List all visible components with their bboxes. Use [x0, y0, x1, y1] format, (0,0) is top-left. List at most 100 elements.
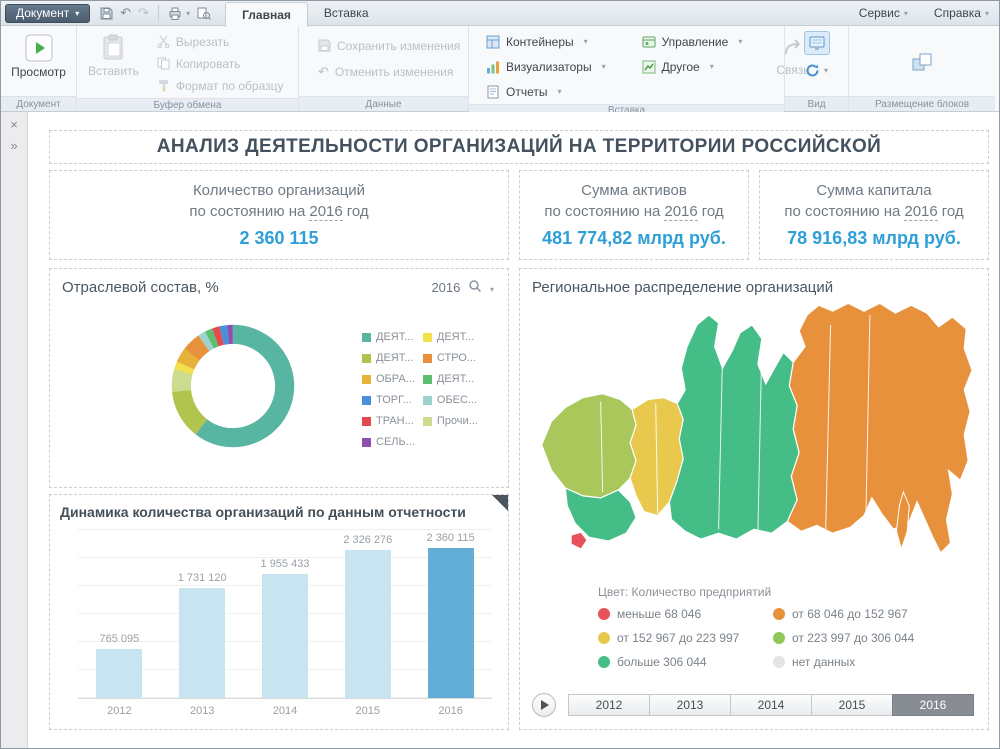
bar-plot-area: 765 095 1 731 120 1 955 433 2 326 276 2 360 …	[78, 529, 492, 699]
industry-legend-item[interactable]: ОБЕС...	[422, 394, 478, 406]
kpi-title: Сумма капитала	[816, 181, 932, 199]
redo-icon[interactable]: ↷	[138, 5, 150, 20]
bar-2015[interactable]	[344, 550, 391, 698]
visualizers-label: Визуализаторы	[506, 59, 592, 74]
save-changes-button[interactable]: Сохранить изменения	[313, 35, 465, 56]
cut-button[interactable]: Вырезать	[152, 31, 289, 52]
industry-panel[interactable]: Отраслевой состав, % 2016 ДЕЯТ...ДЕЯТ...…	[49, 268, 509, 488]
industry-legend-item[interactable]: Прочи...	[422, 415, 478, 427]
map-region-sakhalin[interactable]	[895, 490, 910, 551]
discard-changes-button[interactable]: ↶ Отменить изменения	[313, 61, 465, 82]
kpi-year-param[interactable]: 2016	[309, 202, 343, 221]
bar-2012[interactable]	[96, 649, 143, 698]
expand-panel-icon[interactable]: »	[10, 138, 18, 153]
copy-button[interactable]: Копировать	[152, 53, 289, 74]
play-button[interactable]	[532, 693, 556, 717]
containers-button[interactable]: Контейнеры	[481, 31, 611, 52]
bar-2013[interactable]	[179, 588, 226, 698]
other-label: Другое	[661, 59, 700, 74]
legend-label: ОБЕС...	[436, 394, 478, 406]
industry-legend-item[interactable]: СТРО...	[422, 352, 478, 364]
legend-label: ДЕЯТ...	[376, 352, 414, 364]
kpi-year-param[interactable]: 2016	[664, 202, 698, 221]
map-region-northwest[interactable]	[541, 393, 637, 499]
dashboard-canvas[interactable]: АНАЛИЗ ДЕЯТЕЛЬНОСТИ ОРГАНИЗАЦИЙ НА ТЕРРИ…	[28, 112, 999, 748]
kpi-card-assets[interactable]: Сумма активов по состоянию на 2016 год 4…	[519, 170, 749, 260]
legend-class-label: от 152 967 до 223 997	[617, 631, 740, 645]
view-mode-button[interactable]	[803, 31, 830, 55]
close-icon[interactable]: ×	[10, 117, 18, 132]
bar-2016[interactable]	[427, 548, 474, 698]
industry-legend-item[interactable]: СЕЛЬ...	[362, 436, 415, 448]
paste-button[interactable]: Вставить	[81, 31, 146, 81]
map-region-south[interactable]	[564, 487, 637, 542]
kpi-subtitle: по состоянию на 2016 год	[189, 202, 369, 221]
kpi-card-count[interactable]: Количество организаций по состоянию на 2…	[49, 170, 509, 260]
industry-legend-item[interactable]: ОБРА...	[362, 373, 415, 385]
document-menu-button[interactable]: Документ	[5, 3, 91, 23]
donut-segment[interactable]	[171, 324, 295, 448]
map-region-siberia[interactable]	[668, 314, 800, 540]
discard-changes-label: Отменить изменения	[334, 64, 454, 79]
kpi-card-capital[interactable]: Сумма капитала по состоянию на 2016 год …	[759, 170, 989, 260]
menu-service[interactable]: Сервис	[859, 6, 908, 20]
link-button[interactable]: Связь	[769, 31, 816, 80]
map-controls: 2012 2013 2014 2015 2016	[532, 693, 974, 717]
kpi-subtitle: по состоянию на 2016 год	[544, 202, 724, 221]
management-button[interactable]: Управление	[637, 31, 748, 52]
industry-legend-item[interactable]: ДЕЯТ...	[422, 373, 478, 385]
dashboard-title-block[interactable]: АНАЛИЗ ДЕЯТЕЛЬНОСТИ ОРГАНИЗАЦИЙ НА ТЕРРИ…	[49, 130, 989, 164]
map-legend-item[interactable]: от 223 997 до 306 044	[773, 631, 970, 645]
industry-year-label[interactable]: 2016	[431, 280, 461, 295]
russia-choropleth-map[interactable]	[526, 295, 978, 571]
industry-legend-item[interactable]: ДЕЯТ...	[362, 331, 415, 343]
magnifier-icon[interactable]	[468, 279, 494, 296]
kpi-title: Сумма активов	[581, 181, 687, 199]
preview-button[interactable]: Просмотр	[4, 31, 73, 82]
map-legend-item[interactable]: нет данных	[773, 655, 970, 669]
map-legend-item[interactable]: меньше 68 046	[598, 607, 763, 621]
kpi-subtitle-prefix: по состоянию на	[189, 202, 306, 220]
industry-legend-item[interactable]: ТОРГ...	[362, 394, 415, 406]
year-button-2012[interactable]: 2012	[568, 694, 650, 716]
year-button-2015[interactable]: 2015	[811, 694, 893, 716]
print-icon[interactable]	[168, 7, 190, 20]
map-legend-item[interactable]: больше 306 044	[598, 655, 763, 669]
map-panel[interactable]: Региональное распределение организаций Ц…	[519, 268, 989, 730]
legend-dot	[598, 608, 610, 620]
visualizers-button[interactable]: Визуализаторы	[481, 56, 611, 77]
map-legend-item[interactable]: от 152 967 до 223 997	[598, 631, 763, 645]
other-button[interactable]: Другое	[637, 56, 748, 77]
year-button-2014[interactable]: 2014	[730, 694, 812, 716]
collapsed-content-marker[interactable]	[492, 495, 508, 511]
industry-legend-item[interactable]: ДЕЯТ...	[362, 352, 415, 364]
print-preview-icon[interactable]	[197, 7, 211, 20]
industry-legend-item[interactable]: ТРАН...	[362, 415, 415, 427]
year-button-2013[interactable]: 2013	[649, 694, 731, 716]
format-painter-button[interactable]: Формат по образцу	[152, 75, 289, 96]
tab-glavnaya[interactable]: Главная	[225, 1, 308, 27]
legend-label: ДЕЯТ...	[436, 373, 475, 385]
industry-legend-item[interactable]: ДЕЯТ...	[422, 331, 478, 343]
reports-button[interactable]: Отчеты	[481, 81, 611, 102]
bar-2014[interactable]	[261, 574, 308, 698]
kpi-year-param[interactable]: 2016	[904, 202, 938, 221]
kpi-subtitle-prefix: по состоянию на	[544, 202, 661, 220]
legend-swatch	[362, 374, 371, 384]
save-icon[interactable]	[100, 7, 113, 20]
kpi-subtitle: по состоянию на 2016 год	[784, 202, 964, 221]
undo-icon[interactable]: ↶	[120, 5, 132, 20]
dynamics-panel[interactable]: Динамика количества организаций по данны…	[49, 494, 509, 730]
legend-swatch	[362, 437, 371, 447]
block-layout-button[interactable]	[906, 48, 938, 78]
tab-vstavka[interactable]: Вставка	[323, 6, 369, 20]
industry-donut-chart[interactable]	[160, 313, 306, 459]
menu-help[interactable]: Справка	[934, 6, 989, 20]
map-region-far-east[interactable]	[786, 302, 973, 554]
donut-segment[interactable]	[171, 324, 295, 448]
refresh-icon	[806, 64, 819, 76]
map-region-crimea[interactable]	[570, 531, 588, 550]
year-button-2016[interactable]: 2016	[892, 694, 974, 716]
refresh-view-button[interactable]	[804, 58, 830, 82]
map-legend-item[interactable]: от 68 046 до 152 967	[773, 607, 970, 621]
